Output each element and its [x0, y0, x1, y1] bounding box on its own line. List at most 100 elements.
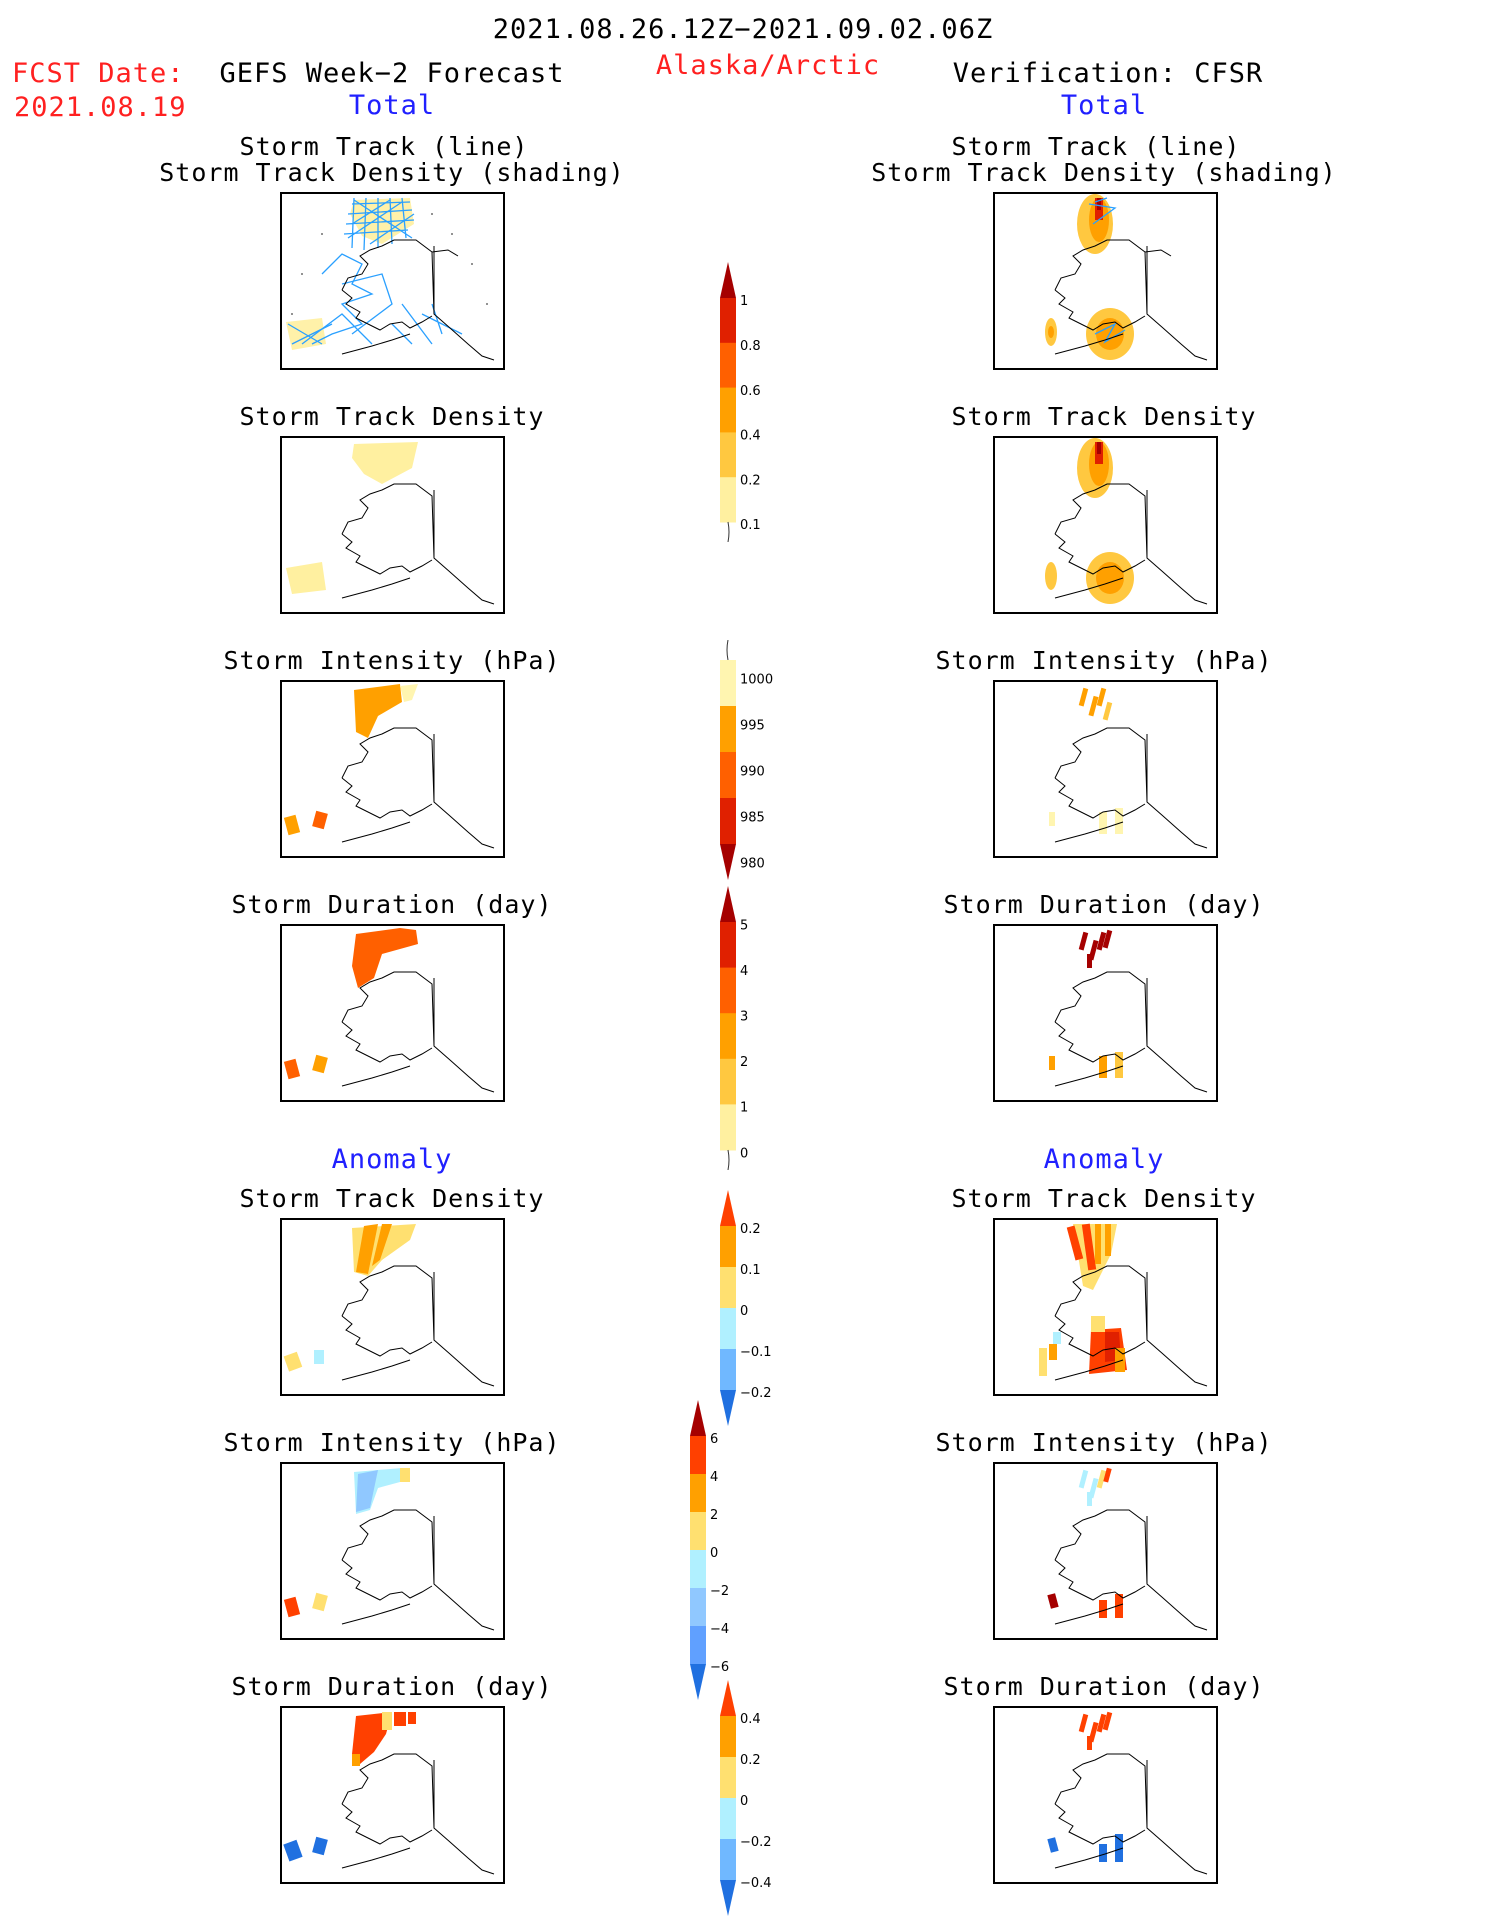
map-svg	[283, 928, 495, 1093]
map-duration-forecast	[280, 924, 505, 1102]
colorbar-duration-anomaly: 0.4 0.2 0 −0.2 −0.4	[720, 1680, 786, 1920]
anom-duration-shading	[283, 1712, 416, 1862]
map-anom-duration-verification	[993, 1706, 1218, 1884]
anomaly-label-right: Anomaly	[1043, 1144, 1165, 1175]
colorbar-tick-label: 1	[740, 294, 748, 309]
colorbar-tick-label: 995	[740, 718, 765, 733]
map-svg	[1047, 1467, 1208, 1631]
colorbar-tick-label: 2	[710, 1508, 718, 1523]
anom-intensity-shading	[1047, 1467, 1123, 1618]
colorbar-tick-label: 0.2	[740, 1222, 761, 1237]
colorbar-tick-label: −2	[710, 1584, 729, 1599]
map-track-line-forecast	[280, 192, 505, 370]
map-svg	[1039, 1223, 1208, 1387]
colorbar-tick-label: 0.1	[740, 1263, 761, 1278]
colorbar-bottom-tail	[727, 521, 730, 543]
anom-intensity-shading	[283, 1468, 410, 1618]
colorbar-intensity-anomaly: 6 4 2 0 −2 −4 −6	[690, 1400, 756, 1704]
title-intensity-right: Storm Intensity (hPa)	[935, 646, 1273, 675]
colorbar-box	[720, 798, 736, 845]
intensity-shading	[283, 684, 418, 836]
map-anom-density-verification	[993, 1218, 1218, 1396]
colorbar-bottom-triangle	[720, 1880, 736, 1916]
colorbar-tick-label: 4	[710, 1470, 718, 1485]
map-svg	[1045, 194, 1208, 361]
title-density-right: Storm Track Density	[951, 402, 1257, 431]
colorbar-tick-label: 0.4	[740, 429, 761, 444]
colorbar-top-triangle	[720, 1680, 736, 1716]
left-total-label: Total	[348, 90, 436, 121]
colorbar-tick-label: −0.4	[740, 1876, 772, 1891]
anom-duration-shading	[1047, 1711, 1123, 1862]
colorbar-box	[690, 1474, 706, 1513]
title-track-density-shading-left: Storm Track Density (shading)	[159, 158, 625, 187]
colorbar-tick-label: −0.2	[740, 1835, 772, 1850]
anom-density-shading	[283, 1224, 416, 1372]
colorbar-tick-label: −6	[710, 1660, 729, 1675]
colorbar-density-total: 1 0.8 0.6 0.4 0.2 0.1	[720, 262, 786, 546]
colorbar-box	[720, 298, 736, 344]
map-svg	[286, 442, 495, 605]
anom-density-shading	[1039, 1223, 1127, 1376]
map-intensity-verification	[993, 680, 1218, 858]
title-anom-duration-left: Storm Duration (day)	[231, 1672, 553, 1701]
colorbar-box	[720, 477, 736, 523]
map-svg	[283, 1468, 495, 1631]
map-duration-verification	[993, 924, 1218, 1102]
colorbar-top-triangle	[720, 262, 736, 298]
title-duration-right: Storm Duration (day)	[943, 890, 1265, 919]
coastline	[1054, 1753, 1208, 1875]
coastline	[341, 971, 495, 1093]
coastline	[1054, 1265, 1208, 1387]
coastline	[341, 727, 495, 849]
coastline	[1054, 971, 1208, 1093]
colorbar-tick-label: 0.1	[740, 518, 761, 533]
density-shading	[1045, 438, 1134, 604]
colorbar-tick-label: −4	[710, 1622, 729, 1637]
coastline	[341, 1265, 495, 1387]
colorbar-top-triangle	[690, 1400, 706, 1436]
colorbar-tick-label: 980	[740, 856, 765, 871]
colorbar-box	[720, 922, 736, 969]
map-svg	[283, 1712, 495, 1875]
colorbar-svg: 5 4 3 2 1 0	[720, 886, 748, 1171]
colorbar-box	[720, 1757, 736, 1799]
colorbar-density-anomaly: 0.2 0.1 0 −0.1 −0.2	[720, 1190, 786, 1430]
coastline	[341, 239, 495, 361]
colorbar-box	[690, 1588, 706, 1627]
title-anom-density-left: Storm Track Density	[239, 1184, 545, 1213]
right-column-title: Verification: CFSR	[952, 58, 1264, 89]
colorbar-box	[720, 1308, 736, 1350]
colorbar-tick-label: 0.4	[740, 1712, 761, 1727]
colorbar-tick-label: 0	[710, 1546, 718, 1561]
colorbar-box	[720, 752, 736, 799]
colorbar-tick-label: 1000	[740, 672, 773, 687]
colorbar-bottom-tail	[727, 1149, 730, 1171]
colorbar-tick-label: 0.8	[740, 339, 761, 354]
colorbar-svg: 0.4 0.2 0 −0.2 −0.4	[720, 1680, 772, 1916]
colorbar-box	[720, 1058, 736, 1105]
map-anom-intensity-forecast	[280, 1462, 505, 1640]
title-track-density-shading-right: Storm Track Density (shading)	[871, 158, 1337, 187]
map-svg	[1045, 438, 1208, 605]
map-anom-intensity-verification	[993, 1462, 1218, 1640]
colorbar-box	[690, 1626, 706, 1665]
map-intensity-forecast	[280, 680, 505, 858]
title-track-line-right: Storm Track (line)	[951, 132, 1241, 161]
map-anom-density-forecast	[280, 1218, 505, 1396]
colorbar-box	[690, 1512, 706, 1551]
colorbar-box	[720, 342, 736, 389]
colorbar-top-tail	[726, 639, 729, 661]
colorbar-box	[720, 1226, 736, 1268]
colorbar-box	[720, 1267, 736, 1309]
density-shading	[286, 442, 418, 594]
colorbar-box	[720, 1716, 736, 1758]
coastline	[341, 483, 495, 605]
colorbar-box	[720, 1013, 736, 1060]
map-svg	[1049, 687, 1208, 849]
region-title: Alaska/Arctic	[655, 50, 881, 81]
map-svg	[1049, 929, 1208, 1093]
colorbar-tick-label: 0	[740, 1794, 748, 1809]
colorbar-intensity-total: 1000 995 990 985 980	[720, 639, 786, 884]
colorbar-box	[720, 967, 736, 1014]
